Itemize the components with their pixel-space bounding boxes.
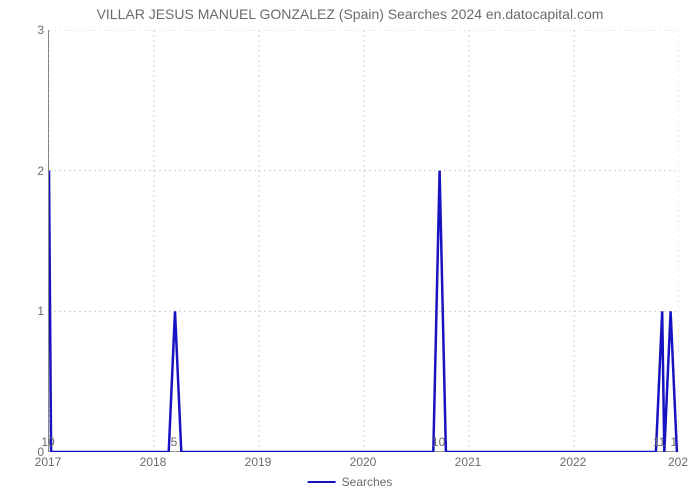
bottom-annotation: 11 (653, 435, 665, 449)
chart-title: VILLAR JESUS MANUEL GONZALEZ (Spain) Sea… (0, 6, 700, 22)
grid (49, 30, 679, 452)
legend-label: Searches (342, 475, 393, 489)
x-tick-label: 2018 (140, 455, 167, 469)
y-tick-label: 1 (4, 304, 44, 318)
bottom-annotation: 10 (432, 435, 445, 449)
plot-svg (49, 30, 679, 452)
series-searches (49, 171, 677, 452)
y-tick-label: 2 (4, 164, 44, 178)
bottom-annotation: 1 (670, 435, 677, 449)
x-tick-label: 2017 (35, 455, 62, 469)
x-tick-label: 2020 (350, 455, 377, 469)
plot-area (48, 30, 678, 452)
chart-container: VILLAR JESUS MANUEL GONZALEZ (Spain) Sea… (0, 0, 700, 500)
bottom-annotation: 5 (171, 435, 178, 449)
legend: Searches (308, 475, 393, 489)
x-tick-label: 202 (668, 455, 688, 469)
bottom-annotation: 10 (41, 435, 54, 449)
x-tick-label: 2019 (245, 455, 272, 469)
legend-swatch (308, 481, 336, 483)
x-tick-label: 2021 (455, 455, 482, 469)
x-tick-label: 2022 (560, 455, 587, 469)
y-tick-label: 3 (4, 23, 44, 37)
